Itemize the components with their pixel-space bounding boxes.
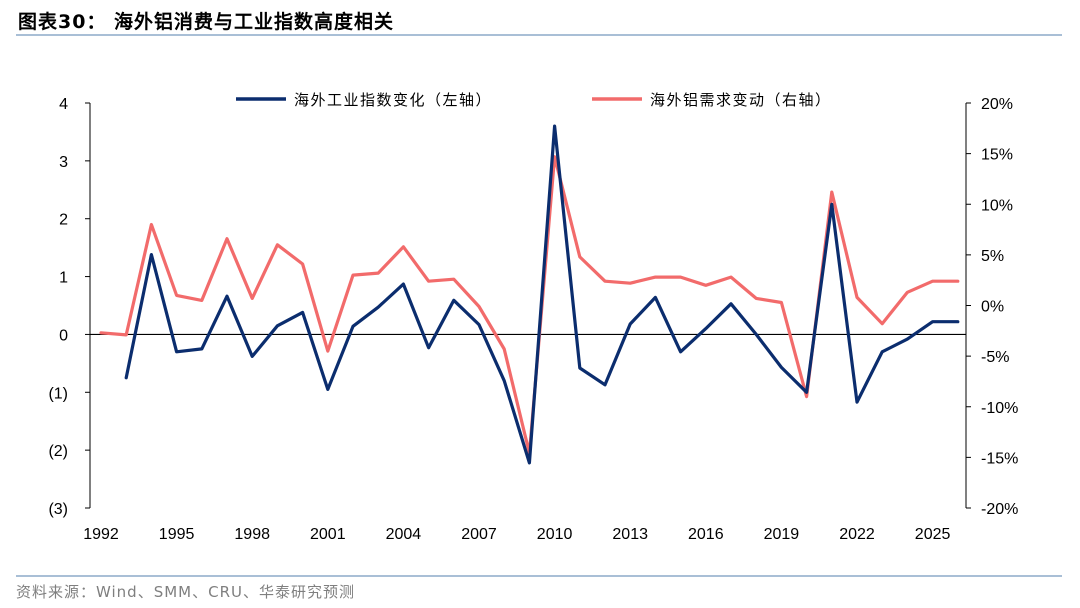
x-axis-tick-label: 2019 [764,526,800,543]
left-axis-tick-label: (1) [48,385,68,402]
series-line-industrial-index [124,124,960,465]
legend-item-aluminum-demand: 海外铝需求变动（右轴） [592,92,832,109]
left-axis-tick-label: (2) [48,443,68,460]
x-axis-tick-label: 1992 [83,526,119,543]
right-axis-tick-label: 10% [981,197,1013,214]
x-axis-tick-label: 2004 [386,526,422,543]
right-axis-tick-label: 0% [981,299,1004,316]
right-axis-tick-label: -10% [981,400,1018,417]
x-axis-tick-label: 2013 [612,526,648,543]
left-axis-tick-label: (3) [48,501,68,518]
right-axis-tick-label: -20% [981,501,1018,518]
x-axis-tick-label: 1998 [234,526,270,543]
x-axis-tick-label: 2022 [839,526,875,543]
left-axis-tick-label: 1 [59,270,68,287]
right-axis-tick-label: 20% [981,96,1013,113]
x-axis-tick-label: 2010 [537,526,573,543]
title-divider [16,34,1062,36]
right-axis-tick-label: -15% [981,450,1018,467]
x-axis-tick-label: 2025 [915,526,951,543]
left-axis-tick-label: 0 [59,327,68,344]
right-axis-tick-label: 15% [981,147,1013,164]
chart-axes: 4 3 2 1 0 (1) (2) (3) 20% 15% 10% 5% 0% -5% -10% -15% -2… [48,96,1018,543]
source-divider [16,575,1062,577]
legend-item-industrial-index: 海外工业指数变化（左轴） [236,92,492,109]
left-axis-tick-label: 3 [59,154,68,171]
legend-label: 海外工业指数变化（左轴） [294,92,492,109]
left-axis-tick-label: 4 [59,96,68,113]
figure-title: 图表30： 海外铝消费与工业指数高度相关 [18,11,395,33]
x-axis-tick-label: 2007 [461,526,497,543]
chart-legend: 海外工业指数变化（左轴） 海外铝需求变动（右轴） [236,92,832,109]
chart-lines [99,124,960,465]
source-note: 资料来源：Wind、SMM、CRU、华泰研究预测 [16,583,355,601]
legend-label: 海外铝需求变动（右轴） [650,92,832,109]
x-axis-tick-label: 2001 [310,526,346,543]
x-axis-tick-label: 2016 [688,526,724,543]
right-axis-tick-label: 5% [981,248,1004,265]
x-axis-tick-label: 1995 [159,526,195,543]
left-axis-tick-label: 2 [59,212,68,229]
right-axis-tick-label: -5% [981,349,1009,366]
